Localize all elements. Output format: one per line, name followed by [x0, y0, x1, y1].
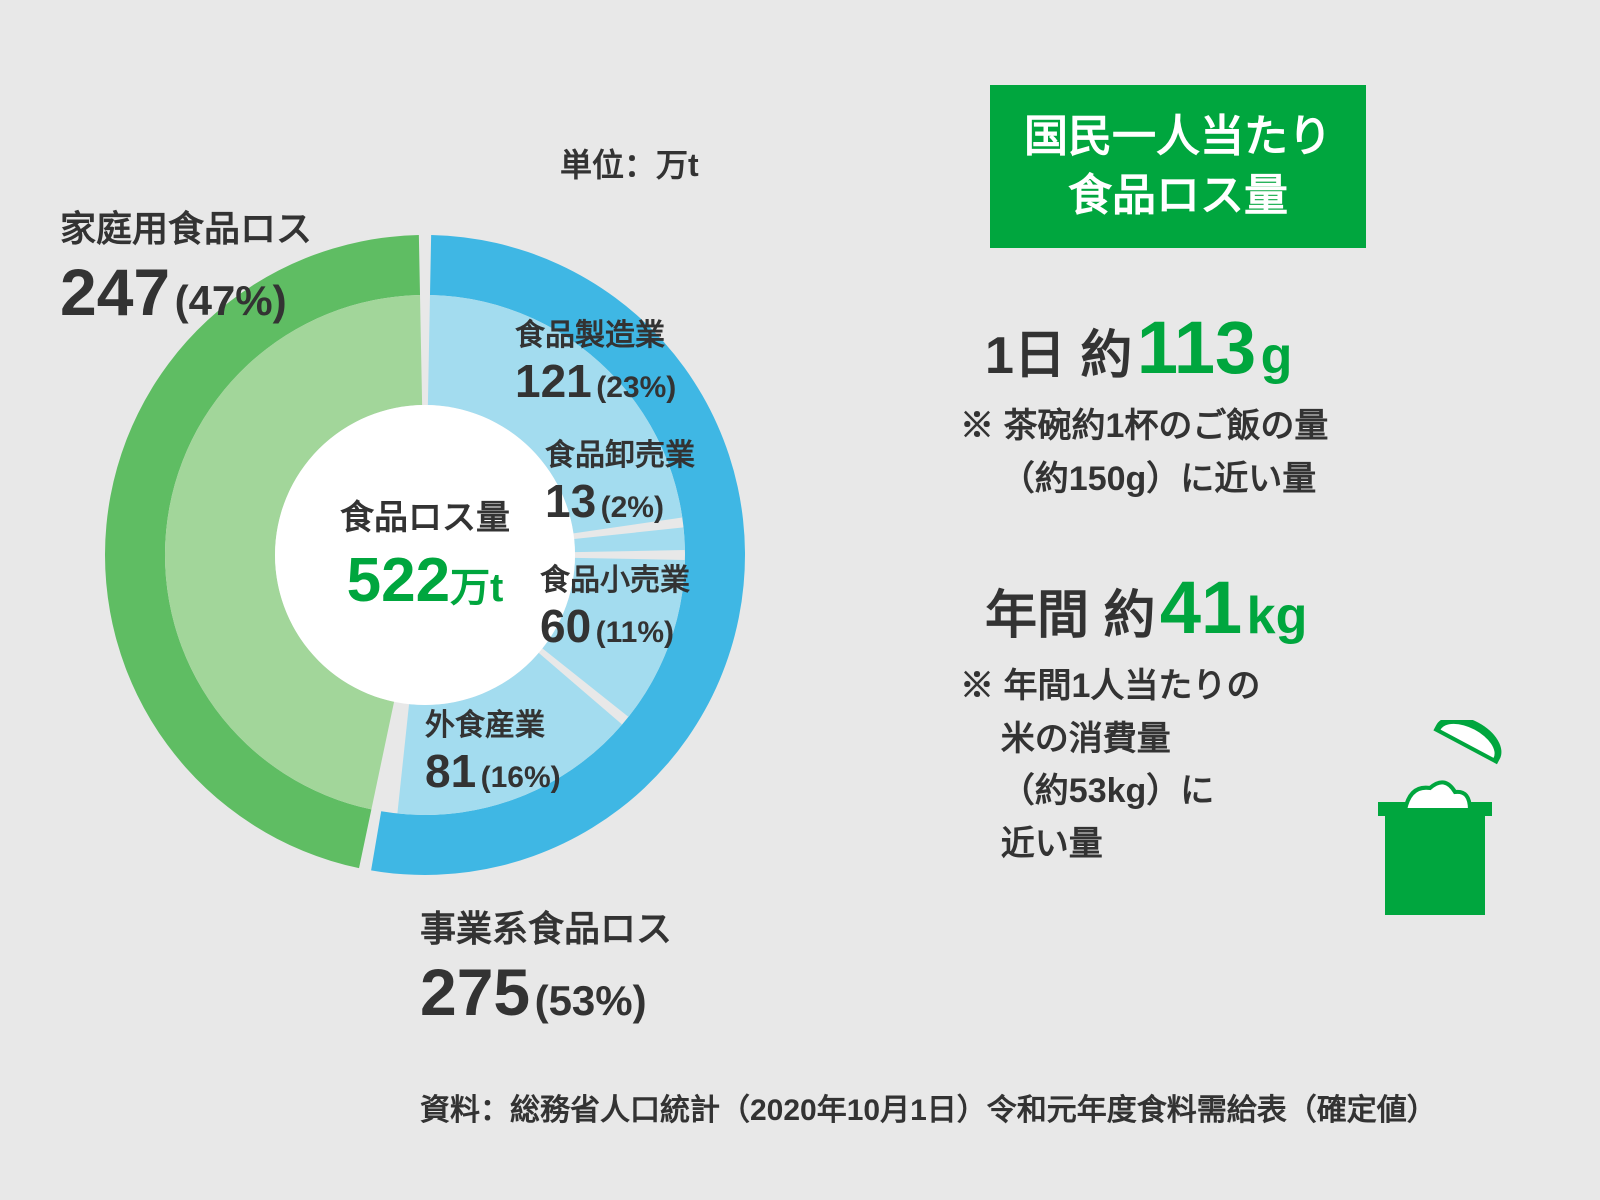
stat-yearly-note: ※ 年間1人当たりの 米の消費量 （約53kg）に 近い量: [960, 660, 1260, 871]
stat-yearly-prefix: 年間 約: [985, 587, 1155, 645]
stat-yearly-note4: 近い量: [960, 818, 1260, 871]
unit-label: 単位：万t: [560, 140, 699, 186]
label-household: 家庭用食品ロス 247 (47%): [60, 200, 312, 330]
label-manufacturing-value: 121: [515, 355, 592, 407]
stat-yearly: 年間 約 41 kg: [985, 565, 1307, 650]
label-retail-pct: (11%): [596, 616, 674, 649]
stat-daily: 1日 約 113 g: [985, 305, 1292, 390]
stat-yearly-unit: kg: [1247, 587, 1308, 645]
source-text: 資料：総務省人口統計（2020年10月1日）令和元年度食料需給表（確定値）: [420, 1085, 1437, 1129]
stat-daily-value: 113: [1137, 306, 1256, 389]
stat-yearly-value: 41: [1160, 566, 1242, 649]
label-retail: 食品小売業 60 (11%): [540, 555, 690, 653]
stat-yearly-note1: ※ 年間1人当たりの: [960, 660, 1260, 713]
label-business-pct: (53%): [535, 977, 647, 1024]
label-manufacturing-pct: (23%): [596, 371, 676, 404]
label-foodservice-value: 81: [425, 745, 476, 797]
label-foodservice-title: 外食産業: [425, 700, 561, 744]
stat-daily-note: ※ 茶碗約1杯のご飯の量 （約150g）に近い量: [960, 400, 1328, 505]
stat-daily-unit: g: [1261, 327, 1293, 385]
label-household-value: 247: [60, 255, 170, 329]
label-manufacturing-title: 食品製造業: [515, 310, 676, 354]
label-household-pct: (47%): [175, 277, 287, 324]
center-unit: 万t: [450, 566, 503, 610]
label-manufacturing: 食品製造業 121 (23%): [515, 310, 676, 408]
stat-yearly-note2: 米の消費量: [960, 713, 1260, 766]
stat-daily-note2: （約150g）に近い量: [960, 453, 1328, 506]
label-foodservice: 外食産業 81 (16%): [425, 700, 561, 798]
label-retail-title: 食品小売業: [540, 555, 690, 599]
stat-daily-note1: ※ 茶碗約1杯のご飯の量: [960, 400, 1328, 453]
label-business-value: 275: [420, 955, 530, 1029]
label-retail-value: 60: [540, 600, 591, 652]
label-wholesale: 食品卸売業 13 (2%): [545, 430, 695, 528]
label-foodservice-pct: (16%): [481, 761, 561, 794]
label-household-title: 家庭用食品ロス: [60, 200, 312, 252]
center-value: 522: [347, 546, 450, 615]
stat-yearly-note3: （約53kg）に: [960, 765, 1260, 818]
label-business: 事業系食品ロス 275 (53%): [420, 900, 672, 1030]
header-line2: 食品ロス量: [1024, 166, 1332, 225]
stat-daily-prefix: 1日 約: [985, 327, 1132, 385]
label-wholesale-value: 13: [545, 475, 596, 527]
label-business-title: 事業系食品ロス: [420, 900, 672, 952]
label-wholesale-title: 食品卸売業: [545, 430, 695, 474]
header-line1: 国民一人当たり: [1024, 107, 1332, 166]
label-wholesale-pct: (2%): [601, 491, 664, 524]
header-box: 国民一人当たり 食品ロス量: [990, 85, 1366, 248]
center-title: 食品ロス量: [325, 490, 525, 539]
center-label: 食品ロス量 522万t: [325, 490, 525, 616]
trash-icon: [1350, 720, 1520, 935]
